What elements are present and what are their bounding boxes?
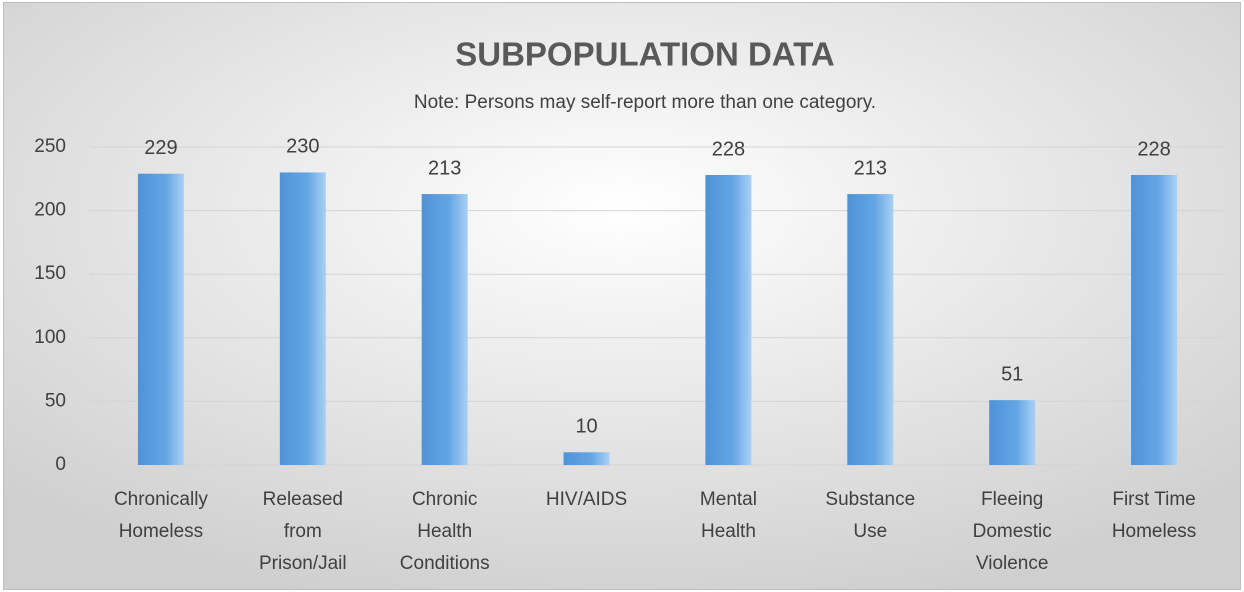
x-tick-label: First Time — [1112, 489, 1195, 510]
x-tick-label: Fleeing — [981, 489, 1043, 510]
data-label: 10 — [575, 416, 597, 438]
x-tick-label: Chronically — [114, 489, 208, 510]
x-tick-label: Use — [853, 521, 887, 542]
x-tick-label: Released — [263, 489, 343, 510]
chart-title: SUBPOPULATION DATA — [455, 36, 834, 73]
data-label: 51 — [1001, 363, 1023, 385]
y-tick-label: 50 — [45, 390, 66, 411]
x-tick-label: Domestic — [973, 521, 1052, 542]
x-tick-label: Health — [701, 521, 756, 542]
bar — [705, 174, 752, 465]
x-tick-label: Health — [417, 521, 472, 542]
bar — [989, 400, 1036, 465]
chart-background — [3, 2, 1241, 590]
bar — [279, 172, 326, 465]
bar — [137, 173, 184, 465]
x-tick-label: Conditions — [400, 553, 490, 574]
y-tick-label: 0 — [55, 454, 66, 475]
data-label: 213 — [428, 157, 461, 179]
y-tick-label: 200 — [34, 200, 66, 221]
x-tick-label: Prison/Jail — [259, 553, 347, 574]
data-label: 229 — [144, 137, 177, 159]
chart-subtitle: Note: Persons may self-report more than … — [414, 92, 876, 113]
bar — [1131, 174, 1178, 465]
bar — [421, 194, 468, 465]
x-tick-label: from — [284, 521, 322, 542]
x-tick-label: HIV/AIDS — [546, 489, 627, 510]
x-tick-label: Homeless — [119, 521, 203, 542]
x-tick-label: Substance — [825, 489, 915, 510]
bar — [847, 194, 894, 465]
x-tick-label: Chronic — [412, 489, 477, 510]
data-label: 228 — [1137, 138, 1170, 160]
y-tick-label: 100 — [34, 327, 66, 348]
y-tick-label: 250 — [34, 136, 66, 157]
y-tick-label: 150 — [34, 263, 66, 284]
x-tick-label: Violence — [976, 553, 1049, 574]
x-tick-label: Mental — [700, 489, 757, 510]
x-tick-label: Homeless — [1112, 521, 1196, 542]
data-label: 230 — [286, 136, 319, 158]
data-label: 228 — [712, 138, 745, 160]
bar — [563, 452, 610, 465]
data-label: 213 — [854, 157, 887, 179]
